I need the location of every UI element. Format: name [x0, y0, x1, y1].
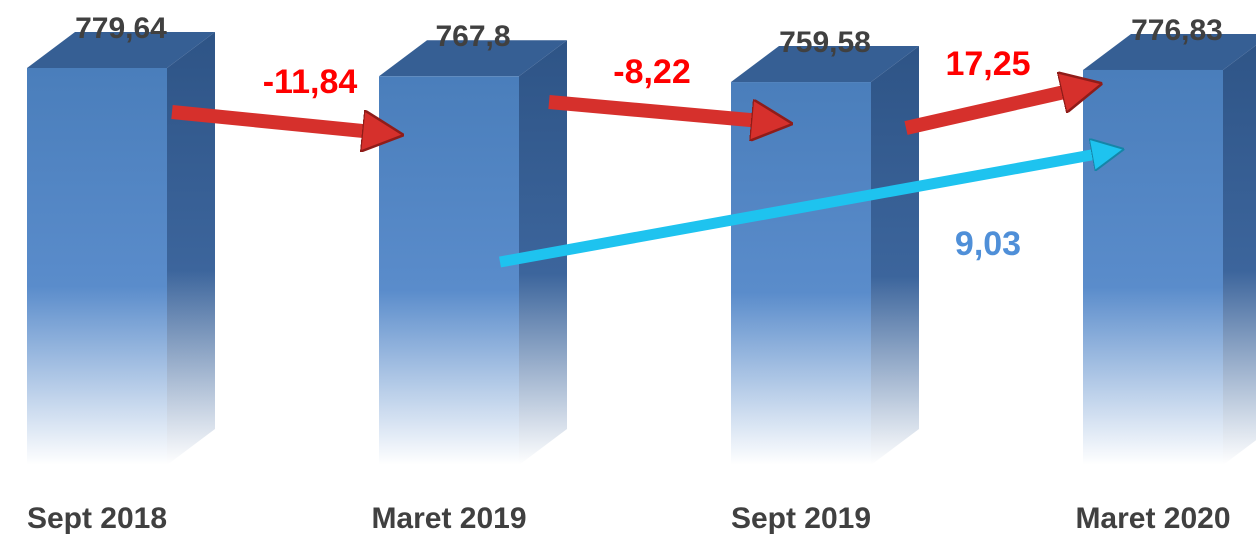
- annotation: 17,25: [945, 45, 1030, 83]
- value-label: 776,83: [1131, 14, 1223, 47]
- bar-side: [167, 32, 215, 465]
- x-tick-label: Maret 2020: [1075, 502, 1230, 535]
- x-tick-label: Maret 2019: [371, 502, 526, 535]
- change-arrow: [904, 88, 1082, 135]
- bar-top: [1083, 33, 1256, 70]
- change-arrow: [499, 152, 1108, 268]
- annotation: -8,22: [613, 53, 691, 91]
- bar-top: [27, 32, 215, 68]
- x-tick-label: Sept 2018: [27, 502, 167, 535]
- bar: [731, 82, 871, 466]
- value-label: 779,64: [75, 12, 167, 45]
- bar-top: [731, 46, 919, 83]
- bar: [379, 76, 519, 466]
- value-label: 767,8: [435, 20, 510, 53]
- bar: [1083, 69, 1223, 465]
- arrows: [171, 88, 1108, 268]
- value-label: 759,58: [779, 26, 871, 59]
- bar-top: [379, 40, 567, 77]
- change-arrow: [548, 95, 772, 122]
- change-arrow: [171, 105, 383, 133]
- bar: [27, 68, 167, 465]
- bar-side: [1223, 45, 1256, 465]
- x-tick-label: Sept 2019: [731, 502, 871, 535]
- annotation: -11,84: [263, 63, 358, 101]
- bars: [27, 32, 1256, 466]
- annotation: 9,03: [955, 225, 1021, 263]
- bar-side: [871, 46, 919, 466]
